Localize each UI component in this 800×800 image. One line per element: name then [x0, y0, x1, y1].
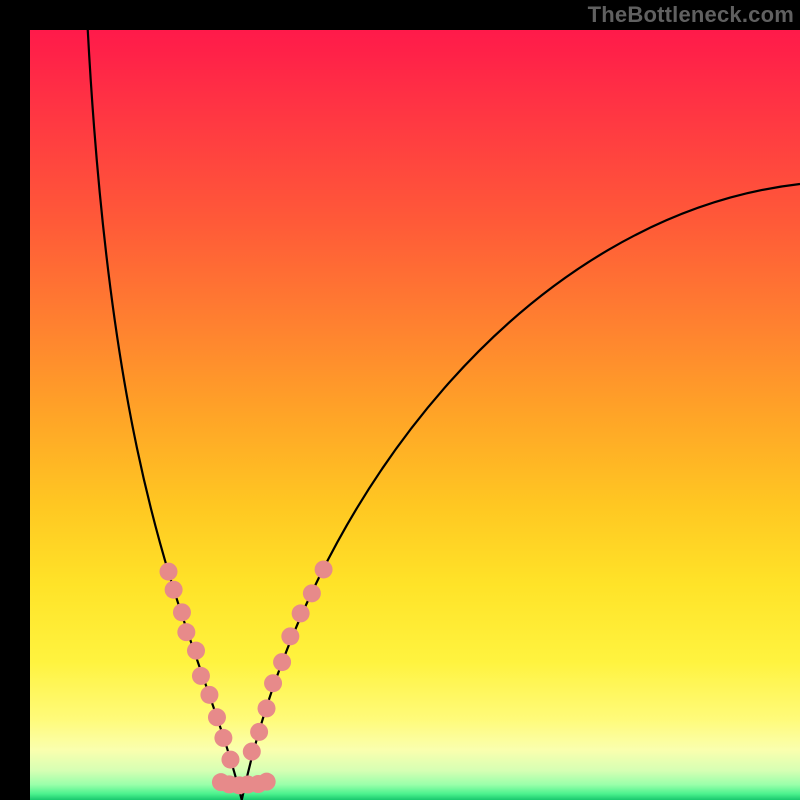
data-marker	[165, 581, 183, 599]
data-marker	[200, 686, 218, 704]
data-marker	[192, 667, 210, 685]
data-marker	[208, 708, 226, 726]
data-marker	[221, 751, 239, 769]
data-marker	[258, 699, 276, 717]
data-marker	[273, 653, 291, 671]
data-marker	[264, 674, 282, 692]
chart-gradient-background	[30, 30, 800, 800]
data-marker	[281, 627, 299, 645]
watermark-label: TheBottleneck.com	[588, 2, 794, 28]
bottleneck-curve-chart	[0, 0, 800, 800]
data-marker	[250, 723, 268, 741]
data-marker	[214, 729, 232, 747]
data-marker	[243, 743, 261, 761]
data-marker	[173, 603, 191, 621]
data-marker	[177, 623, 195, 641]
data-marker	[258, 773, 276, 791]
data-marker	[315, 560, 333, 578]
data-marker	[187, 642, 205, 660]
data-marker	[160, 563, 178, 581]
data-marker	[292, 604, 310, 622]
data-marker	[303, 584, 321, 602]
